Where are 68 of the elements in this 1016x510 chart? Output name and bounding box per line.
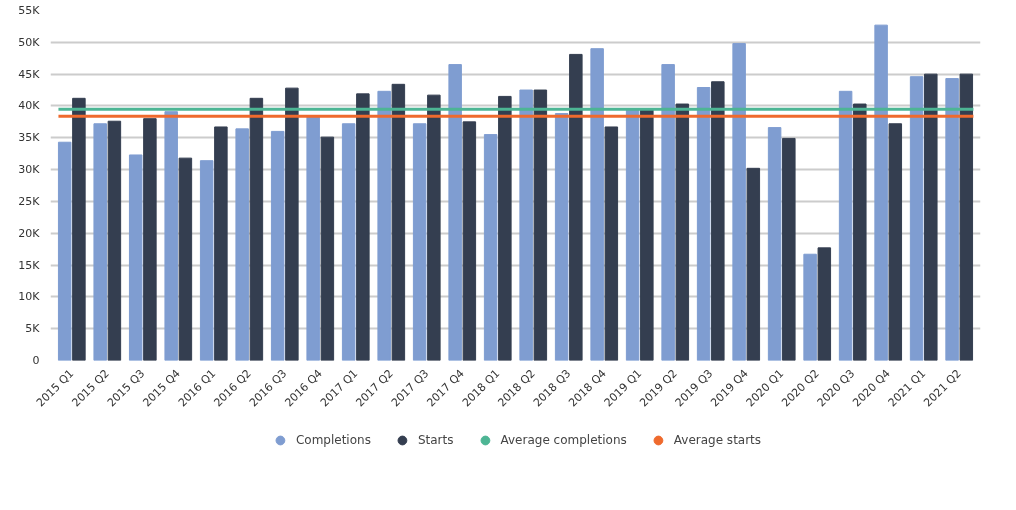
bar <box>320 136 335 361</box>
y-tick-label: 10K <box>18 290 41 304</box>
y-tick-label: 25K <box>18 194 41 208</box>
y-tick-label: 50K <box>18 35 41 49</box>
bar <box>569 53 583 361</box>
bar <box>640 109 654 361</box>
bar <box>483 134 498 361</box>
legend-label: Average starts <box>673 432 762 447</box>
bar <box>306 115 320 361</box>
bar <box>888 123 903 361</box>
bar <box>391 83 406 361</box>
bar <box>604 126 619 361</box>
bar <box>498 95 512 361</box>
bar <box>959 73 974 361</box>
bar <box>817 247 832 361</box>
bar <box>924 73 938 361</box>
bar <box>93 123 107 361</box>
bar <box>249 97 264 361</box>
legend-label: Starts <box>417 432 454 447</box>
bar <box>199 160 214 361</box>
y-tick-label: 45K <box>18 67 41 81</box>
bar <box>235 128 249 361</box>
bar <box>214 126 228 361</box>
bar <box>285 87 299 361</box>
y-tick-label: 35K <box>18 131 41 145</box>
bar <box>696 87 711 361</box>
bar <box>945 78 959 361</box>
y-tick-label: 55K <box>18 4 41 17</box>
bar <box>746 167 761 361</box>
bar <box>590 48 604 361</box>
bar <box>462 121 477 361</box>
bar <box>427 94 441 361</box>
y-tick-label: 20K <box>18 226 41 240</box>
bar <box>164 111 178 361</box>
bar <box>625 109 640 361</box>
bar <box>178 157 193 361</box>
bar <box>853 103 867 361</box>
bar <box>448 64 462 361</box>
bar <box>838 90 853 361</box>
y-tick-label: 0 <box>32 354 40 367</box>
bar <box>711 81 725 361</box>
y-tick-label: 15K <box>18 258 41 272</box>
y-tick-label: 40K <box>18 99 41 113</box>
bar <box>107 120 122 361</box>
bar <box>377 90 391 361</box>
bar <box>72 97 86 361</box>
bar <box>661 64 675 361</box>
bar <box>782 137 796 361</box>
bar <box>128 154 143 361</box>
bar <box>519 89 533 361</box>
bar <box>803 253 817 361</box>
bar <box>874 24 888 361</box>
bar <box>412 123 427 361</box>
bar <box>143 118 157 361</box>
bar <box>732 43 746 361</box>
bar <box>356 93 370 361</box>
bar <box>554 113 569 361</box>
bar <box>767 127 782 361</box>
bar <box>57 141 72 361</box>
legend-label: Completions <box>295 432 371 447</box>
bar <box>675 103 690 361</box>
y-tick-label: 5K <box>25 322 41 336</box>
y-tick-label: 30K <box>18 163 41 177</box>
bar <box>533 89 548 361</box>
bar <box>909 76 924 361</box>
bar <box>270 130 285 361</box>
bar <box>341 123 356 361</box>
legend-label: Average completions <box>500 432 627 447</box>
